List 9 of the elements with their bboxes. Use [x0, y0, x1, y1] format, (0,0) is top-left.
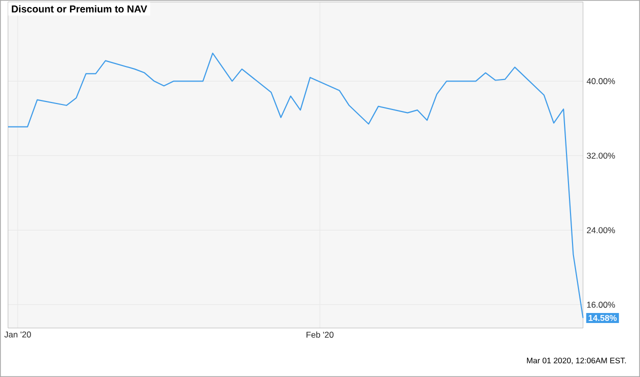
line-series [7, 52, 584, 318]
y-tick-label: 24.00% [586, 227, 615, 234]
y-tick-label: 40.00% [586, 78, 615, 84]
chart-title: Discount or Premium to NAV [12, 5, 148, 13]
x-tick-label: Jan '20 [4, 332, 31, 338]
y-tick-label: 32.00% [586, 152, 615, 159]
x-tick-label: Feb '20 [306, 332, 334, 338]
y-tick-label: 16.00% [587, 302, 615, 308]
data-label: 14.58% [588, 314, 617, 321]
